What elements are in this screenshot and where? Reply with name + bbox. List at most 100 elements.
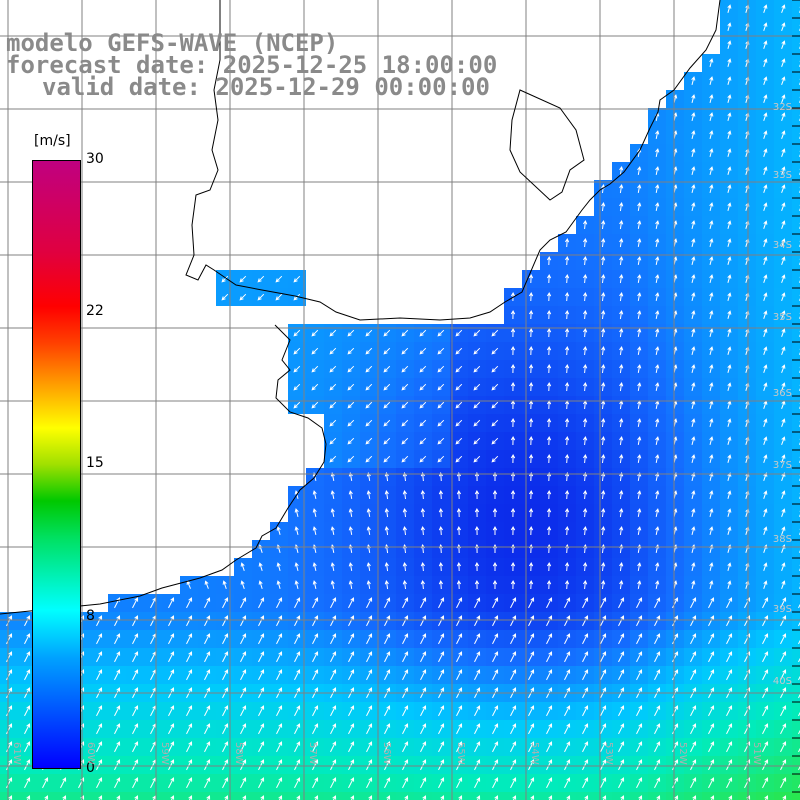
wind-arrow [258,651,265,663]
wind-arrow [709,580,714,590]
wind-arrow [132,741,139,753]
wind-arrow [655,436,660,446]
wind-arrow [348,741,355,753]
wind-arrow [528,345,534,356]
wind-arrow [401,419,409,427]
wind-arrow [330,615,337,627]
wind-arrow [456,633,463,645]
wind-arrow [528,273,534,284]
wind-arrow [601,417,606,428]
wind-arrow [582,309,588,320]
wind-arrow [655,526,660,536]
wind-arrow [366,526,371,535]
wind-arrow [655,166,660,176]
wind-arrow [492,579,498,589]
wind-arrow [168,777,175,789]
wind-cell [792,594,800,612]
wind-arrow [528,507,534,518]
wind-arrow [637,238,642,247]
wind-arrow [275,275,283,283]
wind-arrow [420,579,426,590]
wind-arrow [672,705,679,717]
wind-arrow [402,489,408,500]
wind-arrow [276,633,283,645]
wind-cell [738,792,756,800]
wind-arrow [601,561,606,572]
wind-arrow [763,562,768,571]
wind-arrow [528,633,535,645]
wind-arrow [491,419,499,427]
wind-arrow [402,741,409,753]
wind-arrow [781,454,786,463]
wind-arrow [329,383,337,391]
wind-arrow [528,435,534,446]
wind-arrow [691,292,696,302]
wind-arrow [582,741,589,753]
wind-arrow [637,382,642,391]
wind-arrow [762,723,769,735]
wind-arrow [781,130,786,139]
wind-arrow [258,723,265,735]
wind-arrow [798,711,800,717]
wind-cell [792,432,800,450]
wind-arrow [258,633,265,645]
wind-arrow [419,365,427,373]
wind-arrow [546,579,552,590]
wind-arrow [546,291,552,302]
wind-arrow [727,220,732,229]
wind-arrow [727,418,732,427]
wind-arrow [708,597,715,609]
wind-arrow [312,777,319,789]
wind-arrow [384,705,391,717]
wind-arrow [763,148,768,157]
wind-cell [72,792,90,800]
wind-arrow [582,345,588,356]
wind-arrow [727,58,732,67]
wind-arrow [709,202,714,212]
colorbar-tick-0: 0 [86,760,95,776]
wind-arrow [672,615,679,627]
wind-arrow [294,597,301,609]
wind-arrow [637,346,642,355]
wind-arrow [168,669,175,681]
wind-arrow [601,237,606,248]
wind-arrow [708,705,715,717]
wind-arrow [582,363,588,374]
wind-arrow [691,346,696,356]
wind-arrow [528,525,534,536]
wind-arrow [780,741,787,753]
wind-arrow [691,112,696,122]
wind-arrow [690,597,697,609]
wind-arrow [781,508,786,517]
wind-cell [126,792,144,800]
wind-arrow [242,795,247,800]
wind-arrow [186,705,193,717]
wind-arrow [348,633,355,645]
wind-arrow [438,669,445,681]
wind-cell [270,792,288,800]
wind-arrow [312,490,317,500]
wind-arrow [114,705,121,717]
wind-arrow [6,759,13,771]
wind-arrow [116,795,121,800]
wind-arrow [690,651,697,663]
wind-arrow [655,202,660,212]
wind-arrow [402,525,408,536]
wind-arrow [528,615,535,627]
wind-arrow [438,525,444,536]
wind-arrow [312,508,317,518]
wind-arrow [582,435,588,446]
wind-arrow [44,795,49,800]
wind-arrow [330,741,337,753]
wind-arrow [240,777,247,789]
wind-arrow [619,381,624,392]
wind-cell [792,738,800,756]
wind-arrow [691,382,696,392]
wind-arrow [455,347,463,355]
wind-arrow [601,255,606,266]
wind-arrow [798,639,800,645]
wind-arrow [168,633,175,645]
wind-arrow [456,615,463,627]
wind-arrow [582,291,588,302]
wind-arrow [114,651,121,663]
